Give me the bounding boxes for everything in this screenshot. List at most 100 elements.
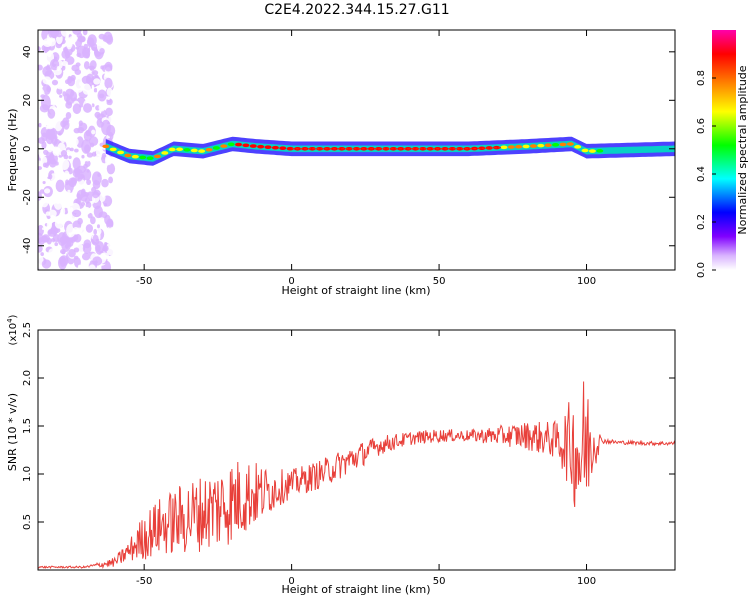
spectral-ridge-blob [559, 142, 567, 147]
noise-speckle [38, 122, 42, 128]
spectral-ridge-blob [212, 146, 220, 150]
spectral-ridge-blob [286, 146, 294, 151]
noise-speckle [86, 37, 95, 48]
snr-y-label: SNR (10 * v/v) [6, 393, 19, 471]
spectral-ridge-blob [271, 145, 279, 150]
noise-speckle [81, 154, 85, 159]
noise-speckle [64, 198, 73, 206]
spectral-ridge-blob [242, 143, 250, 148]
snr-y-ticks: 0.5 1.0 1.5 2.0 2.5 [22, 322, 675, 530]
noise-speckle [91, 129, 96, 135]
snr-y-tick-label: 2.5 [22, 322, 33, 338]
spectral-ridge-blob [139, 155, 147, 160]
spectral-ridge-blob [176, 147, 184, 152]
spectral-ridge-blob [500, 145, 508, 150]
noise-speckle [82, 30, 88, 36]
spectral-ridge-blob [264, 145, 272, 149]
noise-speckle [54, 242, 59, 247]
colorbar-ticks: 0.0 0.2 0.4 0.6 0.8 [696, 70, 716, 278]
noise-speckle [67, 189, 71, 193]
noise-speckle [38, 160, 42, 166]
noise-speckle [72, 30, 82, 35]
noise-speckle [88, 264, 96, 270]
spectrogram-panel: -50 0 50 100 -40 -20 0 20 40 Height of straight… [6, 29, 676, 297]
noise-speckle [81, 75, 92, 85]
noise-speckle [82, 83, 92, 95]
spectrogram-frame [37, 29, 676, 271]
noise-speckle [68, 248, 76, 258]
noise-speckle [92, 30, 101, 34]
noise-speckle [67, 167, 73, 175]
noise-speckle [70, 147, 74, 152]
noise-speckle [49, 58, 60, 71]
noise-speckle [42, 149, 49, 156]
noise-speckle [74, 77, 84, 93]
noise-speckle [75, 39, 82, 48]
spectral-ridge-blob [124, 153, 132, 158]
spectral-ridge-blob [227, 142, 235, 147]
noise-speckle [48, 248, 58, 257]
noise-speckle [81, 202, 86, 207]
noise-speckle [51, 97, 58, 106]
noise-speckle [73, 233, 82, 243]
noise-speckle [68, 36, 78, 44]
noise-speckle [38, 113, 45, 123]
noise-speckle [47, 176, 51, 180]
spectrogram-x-tick-label: 100 [577, 276, 596, 287]
noise-speckle [83, 61, 90, 70]
noise-speckle [101, 119, 111, 136]
noise-speckle [60, 30, 70, 37]
noise-speckle [106, 96, 111, 100]
noise-speckle [60, 150, 68, 157]
spectral-ridge-blob [153, 154, 161, 159]
noise-speckle [75, 62, 81, 67]
noise-speckle [38, 262, 41, 269]
spectral-ridge-blob [522, 144, 530, 149]
spectral-ridge-blob [161, 151, 169, 155]
noise-speckle [62, 111, 66, 115]
noise-speckle [53, 118, 63, 132]
spectral-ridge-blob [596, 149, 604, 153]
spectrogram-y-label: Frequency (Hz) [6, 109, 19, 192]
spectral-ridge-blob [552, 143, 560, 147]
spectrogram-y-tick-label: 40 [22, 45, 33, 58]
noise-speckle [92, 234, 99, 243]
noise-speckle [39, 189, 45, 194]
spectral-ridge-blob [574, 145, 582, 149]
noise-speckle [107, 226, 114, 232]
spectral-ridge-blob [448, 146, 456, 151]
noise-speckle [47, 145, 53, 153]
noise-speckle [106, 218, 114, 228]
noise-speckle [99, 47, 105, 55]
noise-speckle [68, 155, 72, 160]
noise-speckle [62, 91, 66, 97]
noise-speckle [97, 173, 101, 177]
noise-speckle [47, 37, 56, 47]
noise-speckle [47, 108, 56, 119]
noise-speckle [63, 170, 70, 180]
colorbar-tick-label: 0.4 [696, 166, 707, 182]
spectral-ridge-blob [190, 148, 198, 153]
noise-speckle [59, 158, 70, 171]
noise-speckle [44, 177, 51, 186]
noise-speckle [68, 69, 73, 74]
snr-y-multiplier: (x104) [6, 314, 19, 345]
noise-speckle [95, 253, 99, 257]
noise-speckle [70, 89, 74, 94]
noise-speckle [38, 166, 42, 171]
spectral-ridge-blob [485, 146, 493, 150]
colorbar: 0.0 0.2 0.4 0.6 0.8 Normalized spectral ampl… [696, 30, 749, 278]
spectral-ridge-blob [537, 143, 545, 148]
spectral-ridge-blob [205, 147, 213, 152]
noise-speckle [93, 228, 98, 235]
spectral-ridge-blob [544, 143, 552, 148]
noise-speckle [51, 79, 59, 86]
spectrogram-y-tick-label: 20 [22, 94, 33, 107]
noise-speckle [49, 30, 60, 39]
noise-speckle [78, 120, 83, 127]
colorbar-tick-label: 0.2 [696, 214, 707, 230]
noise-speckle [43, 188, 51, 194]
noise-speckle [52, 184, 57, 189]
noise-speckle [93, 87, 98, 93]
noise-speckle [88, 136, 99, 147]
